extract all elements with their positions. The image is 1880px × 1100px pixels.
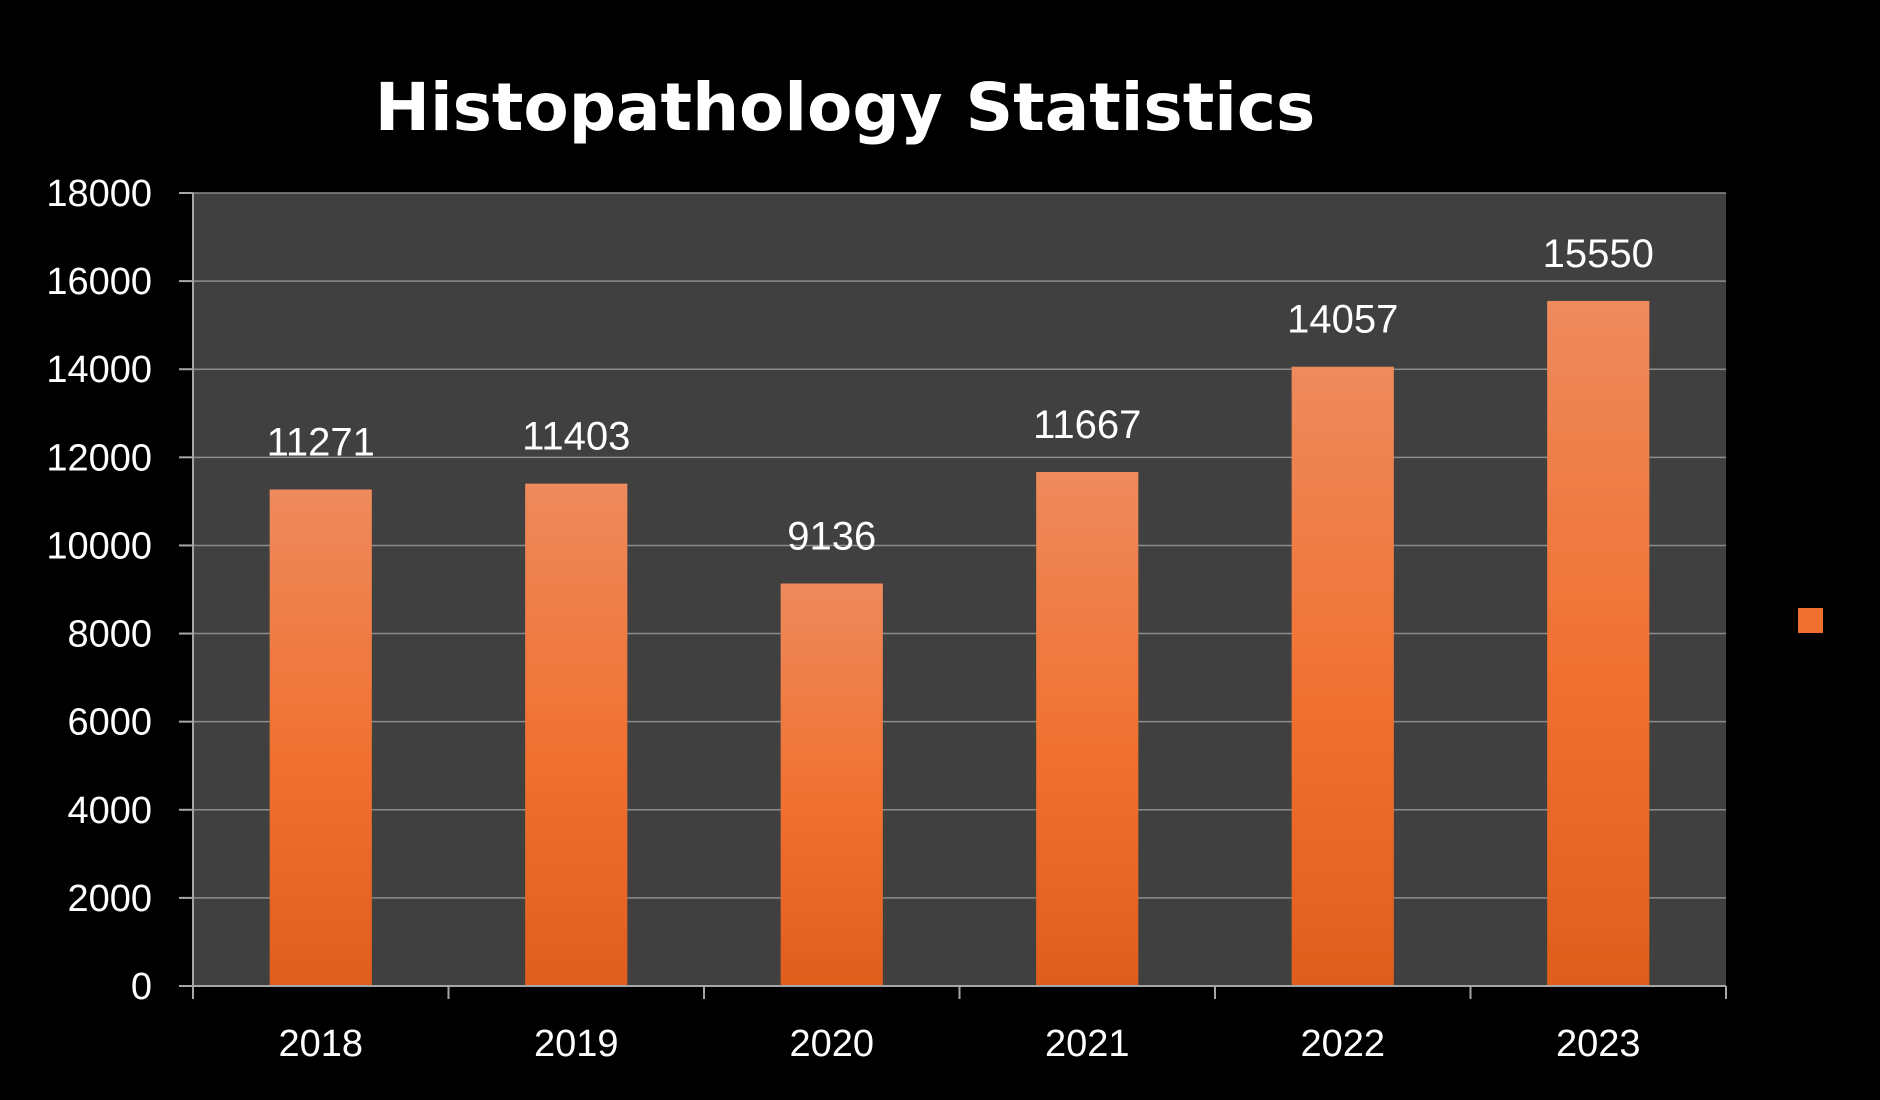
bar-2021 — [1036, 472, 1139, 986]
bar-2018 — [269, 489, 372, 986]
y-tick-label: 2000 — [67, 878, 152, 920]
data-label-2022: 14057 — [1287, 298, 1398, 342]
labels: 0 2000 4000 6000 8000 10000 12000 14000 16000 180… — [46, 173, 1654, 1065]
y-tick-label: 4000 — [67, 790, 152, 832]
axes — [179, 192, 1727, 999]
legend-swatch — [1798, 608, 1823, 633]
x-tick-label-2023: 2023 — [1556, 1023, 1641, 1065]
gridlines — [193, 192, 1726, 899]
data-label-2023: 15550 — [1543, 232, 1654, 276]
y-tick-label: 0 — [131, 966, 152, 1008]
x-tick-label-2022: 2022 — [1300, 1023, 1385, 1065]
y-tick-label: 18000 — [46, 173, 152, 215]
x-tick-label-2020: 2020 — [789, 1023, 874, 1065]
data-label-2021: 11667 — [1033, 403, 1141, 447]
y-tick-label: 14000 — [46, 349, 152, 391]
y-tick-label: 6000 — [67, 702, 152, 744]
x-tick-label-2018: 2018 — [278, 1023, 363, 1065]
bar-2023 — [1547, 300, 1650, 986]
bars — [269, 300, 1650, 986]
bar-2019 — [525, 483, 628, 986]
bar-2020 — [780, 583, 883, 986]
y-tick-label: 16000 — [46, 261, 152, 303]
data-label-2018: 11271 — [267, 420, 375, 464]
y-tick-label: 12000 — [46, 437, 152, 479]
x-tick-label-2019: 2019 — [534, 1023, 619, 1065]
data-label-2019: 11403 — [522, 415, 630, 459]
y-tick-label: 10000 — [46, 525, 152, 567]
y-tick-label: 8000 — [67, 614, 152, 656]
bar-2022 — [1291, 366, 1394, 986]
x-tick-label-2021: 2021 — [1045, 1023, 1130, 1065]
plot-area — [193, 193, 1726, 986]
data-label-2020: 9136 — [787, 515, 876, 559]
chart-title: Histopathology Statistics — [375, 69, 1316, 146]
